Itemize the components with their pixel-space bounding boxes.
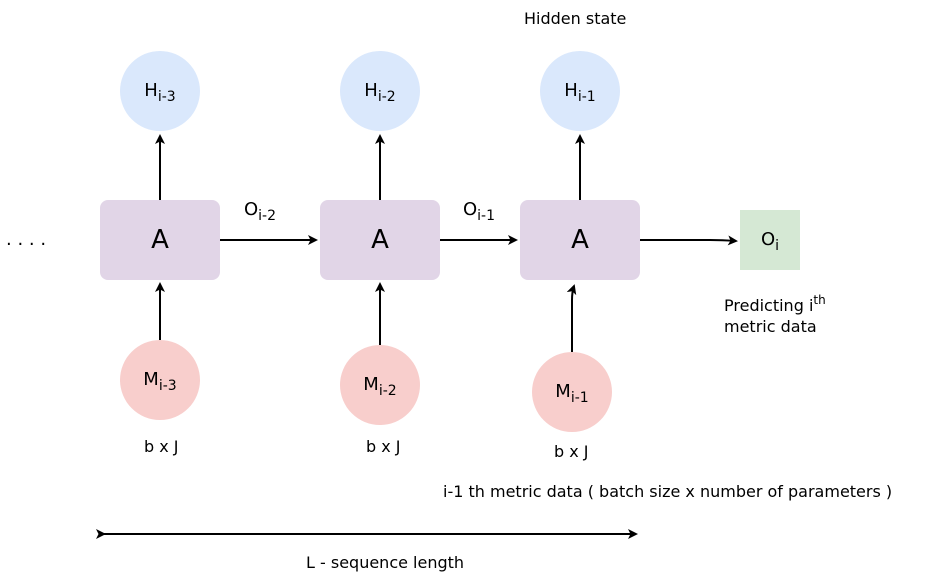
hidden-state-node: Hi-2 [340,51,420,131]
rnn-cell-label: A [371,225,389,255]
hidden-state-label: Hi-3 [144,80,176,105]
rnn-cell-label: A [151,225,169,255]
input-label: Mi-3 [143,369,177,394]
rnn-cell: A [100,200,220,280]
input-label: Mi-1 [555,381,589,406]
arrow-input3-to-cell [566,284,577,352]
input-node: Mi-1 [532,352,612,432]
input-description: i-1 th metric data ( batch size x number… [443,482,893,501]
input-node: Mi-2 [340,345,420,425]
rnn-cell: A [320,200,440,280]
diagram-title: Hidden state [524,9,627,28]
input-label: Mi-2 [363,374,397,399]
rnn-cell-label: A [571,225,589,255]
ellipsis: . . . . [6,229,47,250]
rnn-cell: A [520,200,640,280]
prediction-text: Predicting ith metric data [724,293,826,336]
hidden-state-label: Hi-2 [364,80,396,105]
sequence-length-label: L - sequence length [306,553,465,572]
output-label: Oi [760,229,780,254]
hidden-state-node: Hi-1 [540,51,620,131]
input-dims-label: b x J [554,442,589,461]
input-node: Mi-3 [120,340,200,420]
arrow-cell3-to-output [640,235,738,246]
output-node: Oi [740,210,800,270]
edge-output-label: Oi-2 [244,199,277,224]
hidden-state-node: Hi-3 [120,51,200,131]
input-dims-label: b x J [144,437,179,456]
hidden-state-label: Hi-1 [564,80,596,105]
edge-output-label: Oi-1 [463,199,496,224]
input-dims-label: b x J [366,437,401,456]
